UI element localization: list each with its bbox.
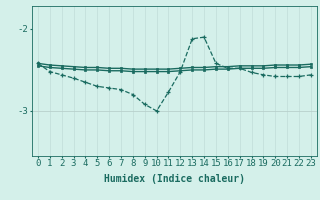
X-axis label: Humidex (Indice chaleur): Humidex (Indice chaleur): [104, 174, 245, 184]
